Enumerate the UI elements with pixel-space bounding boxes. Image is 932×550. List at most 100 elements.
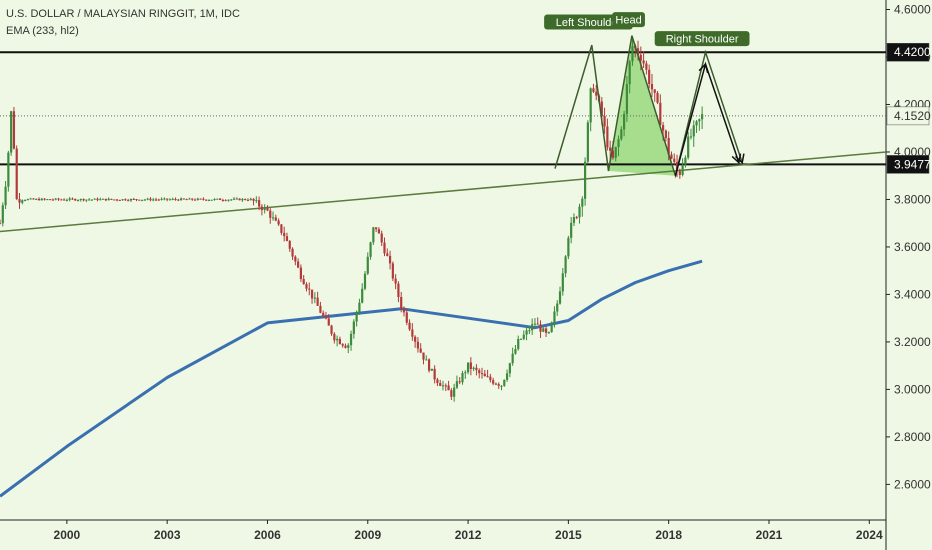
- candle-body: [149, 198, 152, 201]
- candle-body: [394, 278, 397, 284]
- candle-body: [698, 119, 701, 122]
- candle-body: [620, 129, 623, 140]
- candle-body: [74, 198, 77, 201]
- candle-body: [93, 198, 96, 200]
- candle-body: [0, 223, 2, 225]
- candle-body: [110, 198, 113, 200]
- candle-body: [324, 315, 328, 319]
- candle-body: [458, 381, 461, 383]
- candles-group: [0, 37, 704, 402]
- candle-body: [422, 352, 425, 360]
- candle-body: [330, 325, 333, 334]
- candle-body: [10, 111, 13, 153]
- y-tick-label: 4.6000: [894, 2, 931, 16]
- candle-body: [653, 89, 656, 93]
- candle-body: [447, 385, 450, 391]
- candle-body: [124, 199, 127, 201]
- candle-body: [369, 242, 372, 257]
- candle-body: [82, 199, 85, 201]
- candle-body: [249, 198, 252, 201]
- candle-body: [213, 198, 216, 200]
- candle-body: [210, 199, 213, 201]
- candle-body: [35, 198, 38, 200]
- candle-body: [558, 291, 562, 304]
- candle-body: [489, 376, 492, 381]
- candle-body: [681, 164, 684, 175]
- candle-body: [51, 199, 55, 201]
- candle-body: [648, 69, 651, 85]
- candle-body: [252, 198, 255, 201]
- pattern-annotation: Head: [612, 12, 645, 28]
- x-tick-label: 2021: [756, 528, 783, 542]
- candle-body: [478, 370, 481, 374]
- candle-body: [377, 229, 381, 234]
- candle-body: [469, 362, 472, 369]
- candle-body: [246, 199, 250, 201]
- candle-body: [623, 114, 626, 130]
- candle-body: [29, 198, 32, 200]
- annotation-box: [654, 31, 750, 47]
- candle-body: [614, 146, 617, 158]
- candle-body: [402, 308, 406, 313]
- candle-body: [118, 199, 121, 201]
- candle-body: [433, 368, 436, 380]
- y-tick-label: 3.0000: [894, 382, 931, 396]
- y-tick-label: 3.8000: [894, 192, 931, 206]
- candle-body: [43, 198, 46, 200]
- candle-body: [692, 125, 695, 137]
- candle-body: [68, 198, 71, 200]
- candle-body: [54, 198, 57, 200]
- candle-body: [146, 198, 149, 200]
- candle-body: [205, 199, 208, 201]
- arrow-down-icon: [731, 153, 742, 165]
- y-tick-label: 2.8000: [894, 430, 931, 444]
- candle-body: [497, 384, 500, 386]
- candle-body: [575, 217, 578, 219]
- annotation-label: Left Shoulder: [556, 17, 622, 29]
- candle-body: [603, 116, 606, 127]
- candle-body: [486, 376, 489, 378]
- candle-body: [166, 198, 169, 200]
- candle-body: [336, 338, 339, 341]
- x-tick-label: 2012: [455, 528, 482, 542]
- x-tick-label: 2003: [154, 528, 181, 542]
- candle-body: [138, 199, 141, 201]
- candle-body: [628, 61, 631, 85]
- candle-body: [561, 273, 564, 292]
- candle-body: [313, 297, 316, 299]
- candle-body: [355, 312, 358, 322]
- candle-body: [650, 84, 654, 90]
- pattern-annotation: Left Shoulder: [544, 14, 633, 30]
- candle-body: [305, 284, 308, 289]
- candle-body: [271, 217, 275, 219]
- candle-body: [263, 207, 266, 211]
- candle-body: [319, 305, 322, 313]
- candle-body: [49, 199, 52, 201]
- candle-body: [416, 341, 420, 349]
- candle-body: [405, 312, 408, 323]
- candle-body: [533, 323, 537, 325]
- candle-body: [191, 198, 194, 200]
- x-tick-label: 2015: [555, 528, 582, 542]
- candle-body: [258, 200, 261, 207]
- candle-body: [511, 353, 514, 364]
- candle-body: [358, 302, 361, 313]
- candle-body: [163, 198, 166, 200]
- candle-body: [525, 330, 528, 335]
- candle-body: [32, 198, 35, 200]
- candle-body: [414, 336, 417, 342]
- candle-body: [522, 334, 525, 339]
- candle-body: [15, 148, 18, 200]
- candle-body: [572, 217, 576, 223]
- candle-body: [99, 199, 102, 201]
- arrow-up-icon: [698, 62, 709, 74]
- candle-body: [567, 237, 570, 257]
- candle-body: [352, 321, 355, 334]
- candle-body: [483, 373, 486, 377]
- candle-body: [639, 54, 642, 61]
- ema-line: [0, 259, 703, 498]
- annotation-box: [544, 14, 633, 30]
- candle-body: [444, 385, 447, 387]
- candle-body: [366, 256, 369, 274]
